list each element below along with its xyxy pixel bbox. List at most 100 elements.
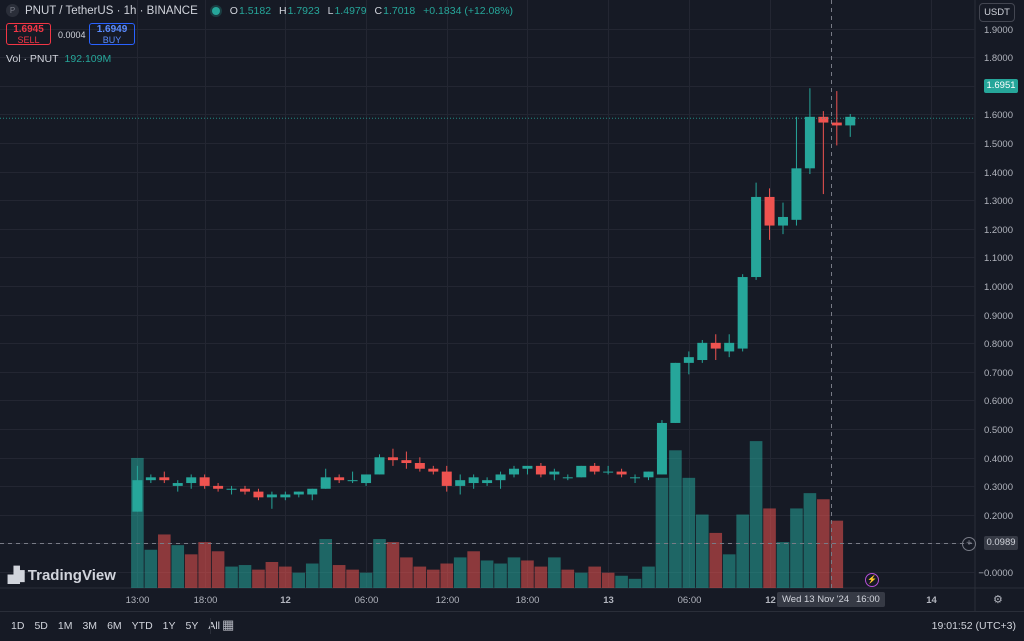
volume-bar	[548, 557, 561, 588]
sell-button[interactable]: 1.6945 SELL	[6, 23, 51, 45]
volume-bar	[776, 542, 790, 588]
volume-bar	[198, 542, 211, 588]
price-tick-label: 0.8000	[984, 339, 1013, 350]
gear-icon[interactable]: ⚙	[993, 594, 1003, 606]
time-tick-label: 12:00	[436, 595, 460, 606]
volume-bar	[763, 508, 776, 588]
currency-button[interactable]: USDT	[979, 3, 1015, 22]
volume-bar	[736, 514, 749, 588]
candle-body	[710, 342, 721, 349]
volume-bar	[346, 569, 359, 588]
volume-bar	[682, 477, 696, 588]
candle-body	[670, 362, 681, 423]
volume-bar	[790, 508, 803, 588]
symbol-title[interactable]: PNUT / TetherUS · 1h · BINANCE	[25, 4, 198, 17]
tradingview-logo[interactable]: ▟▮ TradingView	[8, 566, 116, 585]
price-tick-label: −0.0000	[978, 568, 1013, 579]
candle-body	[226, 488, 237, 490]
candle-body	[576, 465, 587, 478]
candle-body	[616, 471, 627, 475]
candle-body	[334, 477, 345, 481]
volume-bar	[413, 566, 427, 588]
range-1m[interactable]: 1M	[57, 620, 73, 632]
range-1y[interactable]: 1Y	[162, 620, 176, 632]
lightning-icon[interactable]: ⚡	[865, 573, 879, 587]
volume-bar	[642, 566, 655, 588]
volume-bar	[279, 566, 292, 588]
volume-bar	[386, 542, 400, 588]
volume-bar	[803, 493, 817, 588]
price-tick-label: 1.8000	[984, 53, 1013, 64]
volume-bar	[319, 539, 332, 588]
candle-body	[320, 477, 331, 489]
volume-bar	[588, 566, 601, 588]
range-5y[interactable]: 5Y	[185, 620, 199, 632]
volume-bar	[521, 560, 534, 588]
volume-label: Vol · PNUT	[6, 53, 59, 65]
candle-body	[172, 483, 183, 486]
low-value: 1.4979	[334, 4, 367, 17]
volume-bar	[507, 557, 521, 588]
candle-body	[266, 494, 277, 498]
price-tick-label: 1.1000	[984, 253, 1013, 264]
plus-icon[interactable]: +	[962, 537, 976, 551]
volume-bar	[494, 563, 507, 588]
volume-bar	[722, 554, 736, 588]
low-key: L	[327, 4, 334, 17]
volume-bar	[480, 560, 494, 588]
candle-body	[737, 277, 748, 349]
open-key: O	[229, 4, 238, 17]
crosshair-price-label: 0.0989	[984, 536, 1018, 550]
candle-body	[643, 471, 654, 478]
price-tick-label: 0.3000	[984, 482, 1013, 493]
candle-body	[280, 494, 291, 498]
price-tick-label: 1.2000	[984, 225, 1013, 236]
range-ytd[interactable]: YTD	[131, 620, 153, 632]
candle-body	[603, 471, 614, 473]
volume-bar	[628, 578, 642, 588]
candle-body	[145, 477, 156, 481]
volume-bar	[615, 575, 628, 588]
range-all[interactable]: All	[208, 620, 221, 632]
candle-body	[307, 488, 318, 495]
volume-bar	[373, 539, 386, 588]
price-tick-label: 1.0000	[984, 282, 1013, 293]
volume-bar	[238, 565, 252, 588]
range-5d[interactable]: 5D	[34, 620, 48, 632]
volume-bar	[184, 554, 198, 588]
open-value: 1.5182	[238, 4, 272, 17]
clock[interactable]: 19:01:52 (UTC+3)	[931, 620, 1016, 632]
candle-body	[441, 471, 452, 486]
candle-body	[791, 168, 802, 220]
volume-legend[interactable]: Vol · PNUT 192.109M	[6, 53, 111, 65]
symbol-icon: P	[6, 4, 19, 17]
buy-button[interactable]: 1.6949 BUY	[89, 23, 135, 45]
logo-text: TradingView	[27, 566, 116, 584]
volume-bar	[655, 477, 669, 588]
volume-bar	[359, 572, 373, 588]
volume-bar	[467, 551, 480, 588]
volume-bar	[601, 572, 615, 588]
volume-bar	[332, 565, 346, 588]
spread-value: 0.0004	[58, 30, 86, 40]
candle-body	[293, 491, 304, 495]
price-tick-label: 1.5000	[984, 139, 1013, 150]
candle-body	[428, 468, 439, 472]
candle-body	[374, 457, 385, 475]
candle-body	[387, 457, 398, 461]
candle-body	[683, 357, 694, 363]
candle-body	[535, 465, 546, 475]
price-tick-label: 0.6000	[984, 396, 1013, 407]
range-3m[interactable]: 3M	[82, 620, 98, 632]
time-tick-label: 18:00	[194, 595, 218, 606]
candle-body	[240, 488, 250, 492]
volume-bar	[709, 532, 723, 588]
range-6m[interactable]: 6M	[107, 620, 122, 632]
range-1d[interactable]: 1D	[11, 620, 25, 632]
volume-bar	[427, 569, 440, 588]
candle-body	[253, 491, 264, 498]
candle-body	[724, 342, 735, 352]
high-key: H	[278, 4, 287, 17]
calendar-icon[interactable]: ▦	[222, 617, 235, 632]
